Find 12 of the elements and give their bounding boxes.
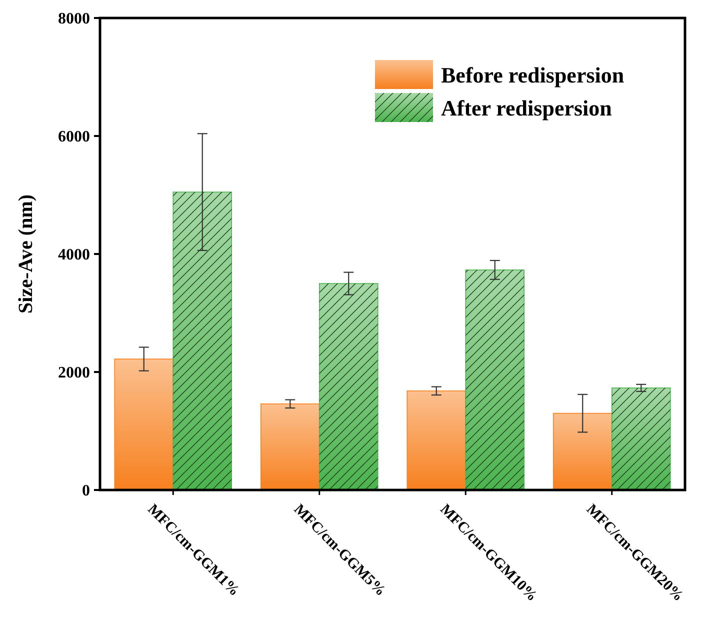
bar: [260, 403, 320, 490]
legend-label: After redispersion: [441, 96, 612, 121]
y-tick-label: 8000: [58, 10, 90, 28]
y-tick-label: 6000: [58, 128, 90, 146]
bar: [114, 358, 174, 490]
bar: [552, 412, 612, 490]
legend-label: Before redispersion: [441, 62, 624, 88]
y-tick-label: 2000: [58, 364, 90, 382]
y-axis-title: Size-Ave (nm): [15, 194, 37, 314]
y-tick-label: 0: [82, 482, 90, 500]
bar: [406, 390, 466, 490]
y-tick-label: 4000: [58, 246, 90, 264]
